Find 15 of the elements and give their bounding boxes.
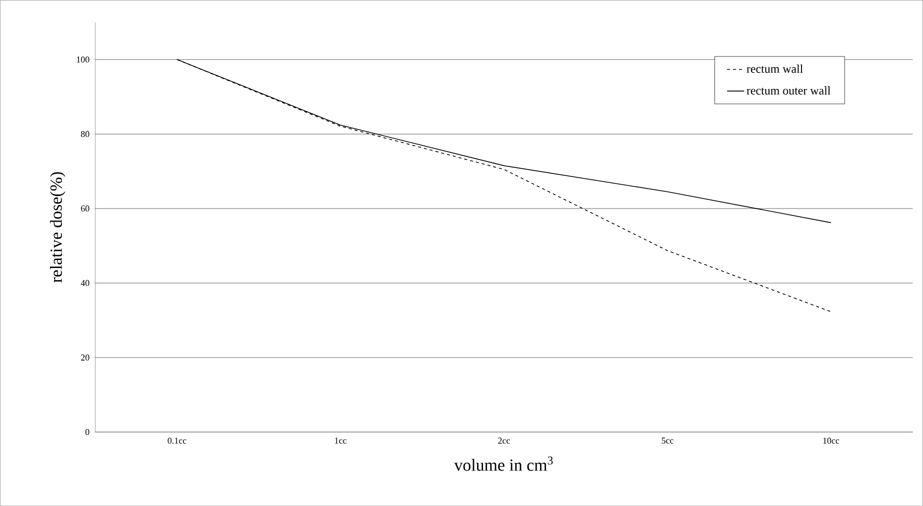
x-tick-label: 1cc: [335, 438, 346, 444]
legend-label: rectum wall: [746, 64, 803, 73]
x-axis-title: volume in cm$^{3}$: [454, 456, 553, 471]
y-tick-label: 40: [80, 280, 90, 286]
y-axis-title: relative dose(%): [50, 172, 66, 282]
x-tick-label: 0.1cc: [168, 438, 186, 444]
legend-label: rectum outer wall: [746, 86, 830, 94]
y-tick-label: 80: [80, 130, 90, 137]
y-tick-label: 0: [85, 428, 90, 435]
y-tick-label: 100: [76, 56, 90, 62]
y-tick-label: 20: [81, 354, 90, 360]
x-tick-label: 5cc: [662, 438, 674, 444]
x-tick-label: 10cc: [823, 438, 840, 444]
y-tick-label: 60: [81, 205, 90, 212]
x-tick-label: 2cc: [498, 438, 510, 444]
